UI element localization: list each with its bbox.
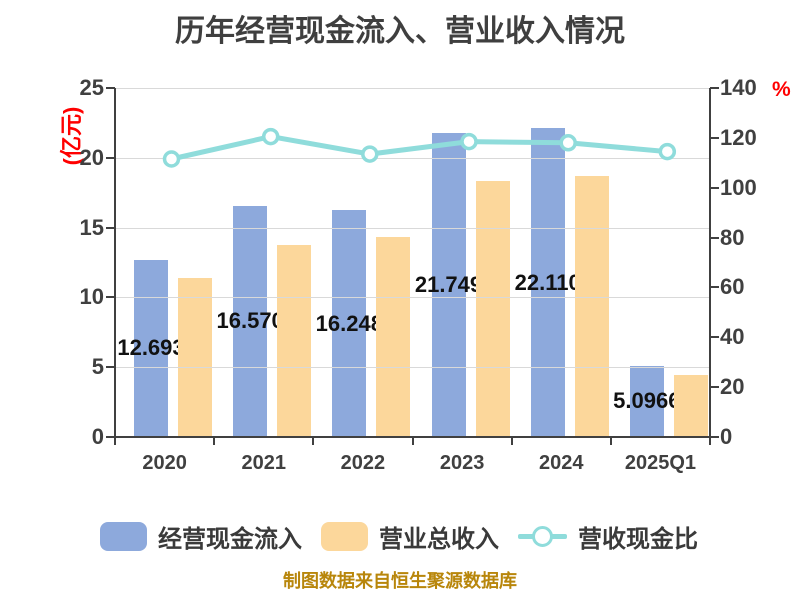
ratio-line-swatch [518, 522, 567, 551]
y-axis-label-right-60: 60 [720, 274, 745, 300]
bar-value-label-2021: 16.570 [216, 308, 284, 334]
y-axis-label-left-0: 0 [91, 424, 104, 449]
y-tick-right-100 [710, 186, 719, 189]
bar-cash-inflow-2022[interactable] [332, 210, 367, 437]
y-tick-right-0 [710, 436, 719, 438]
data-source-note: 制图数据来自恒生聚源数据库 [283, 571, 517, 591]
bar-value-label-2025Q1: 5.0966 [613, 388, 681, 414]
x-tick-0 [114, 437, 116, 445]
bar-revenue-2020[interactable] [178, 277, 212, 437]
ratio-marker-2020[interactable] [162, 150, 181, 168]
y-tick-left-5 [106, 366, 115, 369]
y-tick-right-80 [710, 236, 719, 239]
gridline-10 [115, 297, 710, 299]
y-axis-label-left-20: 20 [79, 144, 104, 170]
x-tick-4 [510, 437, 513, 445]
gridline-25 [115, 88, 710, 89]
y-axis-label-right-100: 100 [720, 174, 757, 200]
y-tick-left-15 [106, 226, 115, 229]
y-axis-label-right-140: 140 [720, 75, 757, 100]
x-axis-label-2020: 2020 [142, 452, 187, 474]
bar-cash-inflow-2020[interactable] [134, 259, 168, 437]
bar-revenue-2021[interactable] [277, 245, 312, 437]
y-axis-label-left-10: 10 [79, 284, 104, 310]
y-axis-label-left-15: 15 [79, 214, 104, 240]
ratio-marker-2021[interactable] [261, 127, 280, 146]
x-tick-6 [709, 437, 711, 445]
legend-label-revenue: 营业总收入 [379, 526, 499, 553]
revenue-swatch [321, 522, 368, 551]
y-axis-label-left-25: 25 [79, 75, 104, 100]
bar-revenue-2025Q1[interactable] [673, 374, 708, 437]
bar-value-label-2023: 21.749 [414, 272, 483, 298]
x-tick-1 [213, 437, 216, 445]
bar-cash-inflow-2021[interactable] [233, 205, 268, 437]
legend-item-cash-revenue-ratio[interactable]: 营收现金比 [518, 519, 698, 554]
ratio-marker-2025Q1[interactable] [658, 142, 677, 161]
y-tick-right-120 [710, 136, 719, 139]
y-tick-left-10 [106, 296, 115, 299]
y-tick-right-140 [710, 87, 719, 89]
bar-revenue-2024[interactable] [574, 175, 609, 437]
y-axis-label-right-0: 0 [720, 424, 733, 449]
gridline-5 [115, 367, 710, 369]
y-tick-left-0 [106, 436, 115, 438]
bar-value-label-2020: 12.693 [117, 335, 185, 361]
legend-label-cash-inflow: 经营现金流入 [158, 526, 302, 553]
chart-title: 历年经营现金流入、营业收入情况 [175, 15, 625, 48]
ratio-line-path [170, 134, 668, 162]
bar-cash-inflow-2024[interactable] [530, 128, 565, 437]
legend: 经营现金流入 营业总收入 营收现金比 [100, 519, 698, 554]
x-tick-5 [609, 437, 612, 445]
y-axis-label-right-80: 80 [720, 224, 745, 250]
legend-item-operating-cash-inflow[interactable]: 经营现金流入 [100, 519, 302, 554]
bar-value-label-2024: 22.110 [514, 269, 581, 295]
y-axis-left [114, 88, 116, 438]
right-axis-unit: % [772, 78, 791, 101]
y-tick-right-20 [710, 386, 719, 389]
y-axis-label-left-5: 5 [91, 354, 104, 380]
x-axis-label-2024: 2024 [539, 452, 584, 474]
y-axis-right [709, 88, 711, 438]
x-axis-label-2025Q1: 2025Q1 [624, 452, 696, 474]
x-axis-label-2022: 2022 [340, 452, 386, 474]
y-tick-left-20 [106, 156, 115, 159]
x-tick-3 [411, 437, 414, 445]
ratio-marker-2022[interactable] [361, 145, 379, 163]
legend-item-total-revenue[interactable]: 营业总收入 [321, 519, 499, 554]
bar-value-label-2022: 16.248 [315, 310, 383, 336]
y-axis-label-right-20: 20 [720, 374, 745, 400]
bar-revenue-2022[interactable] [376, 237, 411, 437]
y-axis-label-right-120: 120 [720, 124, 757, 150]
x-tick-2 [312, 437, 315, 445]
y-tick-right-40 [710, 336, 719, 339]
bar-revenue-2023[interactable] [475, 180, 510, 437]
x-axis-label-2021: 2021 [241, 452, 287, 474]
cash-inflow-swatch [100, 522, 147, 551]
y-tick-left-25 [106, 87, 115, 89]
bar-cash-inflow-2023[interactable] [431, 133, 466, 437]
gridline-15 [115, 227, 710, 229]
legend-label-ratio: 营收现金比 [578, 526, 698, 553]
y-axis-label-right-40: 40 [720, 324, 745, 350]
x-axis-label-2023: 2023 [439, 452, 485, 474]
gridline-20 [115, 157, 710, 159]
y-tick-right-60 [710, 286, 719, 289]
bar-cash-inflow-2025Q1[interactable] [629, 365, 664, 437]
